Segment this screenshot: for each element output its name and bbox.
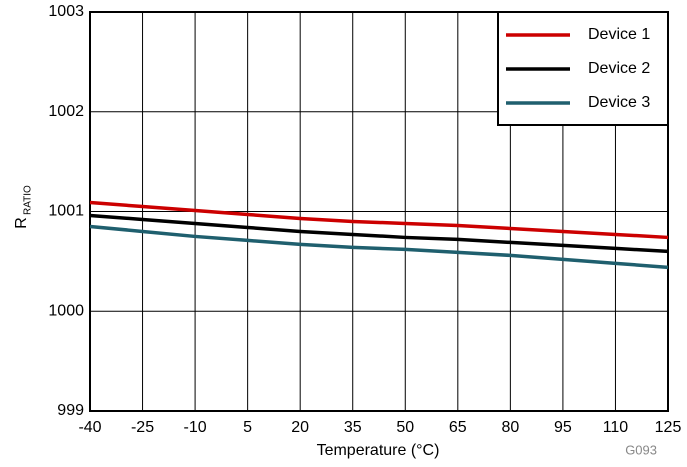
- legend-label: Device 3: [588, 94, 650, 111]
- plot-frame: [89, 11, 669, 412]
- x-tick-label: 5: [243, 419, 252, 436]
- y-tick-label: 1000: [48, 302, 84, 319]
- x-tick-label: 110: [603, 419, 629, 436]
- x-tick-label: 95: [554, 419, 572, 436]
- legend-label: Device 1: [588, 26, 650, 43]
- x-tick-label: -10: [184, 419, 207, 436]
- x-tick-label: 65: [449, 419, 467, 436]
- y-tick-label: 1003: [48, 3, 84, 20]
- y-axis-label: R RATIO: [13, 185, 33, 229]
- x-tick-label: -40: [78, 419, 101, 436]
- data-line: [89, 200, 669, 240]
- legend-label: Device 2: [588, 60, 650, 77]
- y-label-sub: RATIO: [23, 185, 34, 215]
- x-tick-label: 80: [501, 419, 519, 436]
- y-label-main: R: [13, 217, 30, 229]
- x-tick-label: 50: [396, 419, 414, 436]
- y-tick-label: 1002: [48, 103, 84, 120]
- x-tick-label: 125: [655, 419, 682, 436]
- x-tick-label: 20: [291, 419, 309, 436]
- x-tick-label: -25: [131, 419, 154, 436]
- data-line: [89, 213, 669, 254]
- figure-id: G093: [625, 442, 657, 457]
- y-tick-label: 1001: [48, 203, 84, 220]
- x-tick-label: 35: [344, 419, 362, 436]
- y-tick-label: 999: [57, 402, 84, 419]
- data-line: [89, 224, 669, 270]
- x-axis-label: Temperature (°C): [317, 442, 440, 459]
